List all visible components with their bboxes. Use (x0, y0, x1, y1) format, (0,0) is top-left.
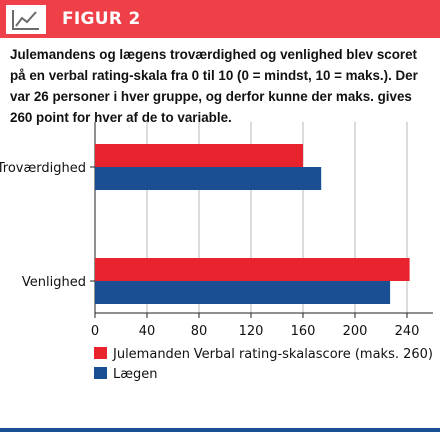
y-tick-label-trovaerdighed: Troværdighed (0, 161, 86, 176)
bar-venlighed-laegen (95, 281, 391, 304)
x-tick-label-0: 0 (91, 324, 99, 339)
legend-item-laegen: Lægen (94, 367, 158, 382)
y-tick-label-venlighed: Venlighed (22, 275, 86, 290)
line-chart-icon (6, 5, 46, 34)
x-axis-label: Verbal rating-skalascore (maks. 260) (194, 347, 433, 362)
x-tick-label-40: 40 (139, 324, 156, 339)
figure-header: FIGUR 2 (0, 0, 440, 38)
bar-trovaerdighed-julemanden (95, 144, 303, 167)
figure-caption: Julemandens og lægens troværdighed og ve… (10, 47, 418, 125)
x-tick-label-240: 240 (395, 324, 420, 339)
legend-swatch-laegen (94, 367, 107, 379)
x-tick-label-200: 200 (343, 324, 368, 339)
x-tick-label-80: 80 (191, 324, 208, 339)
bar-trovaerdighed-laegen (95, 167, 322, 190)
legend-label-julemanden: Julemanden (113, 347, 191, 362)
legend-swatch-julemanden (94, 347, 107, 359)
bottom-rule (0, 428, 440, 432)
x-tick-label-120: 120 (239, 324, 264, 339)
x-tick-label-160: 160 (291, 324, 316, 339)
figure-title: FIGUR 2 (62, 9, 141, 29)
legend-item-julemanden: Julemanden (94, 347, 190, 362)
legend-label-laegen: Lægen (113, 367, 158, 382)
bar-venlighed-julemanden (95, 258, 410, 281)
